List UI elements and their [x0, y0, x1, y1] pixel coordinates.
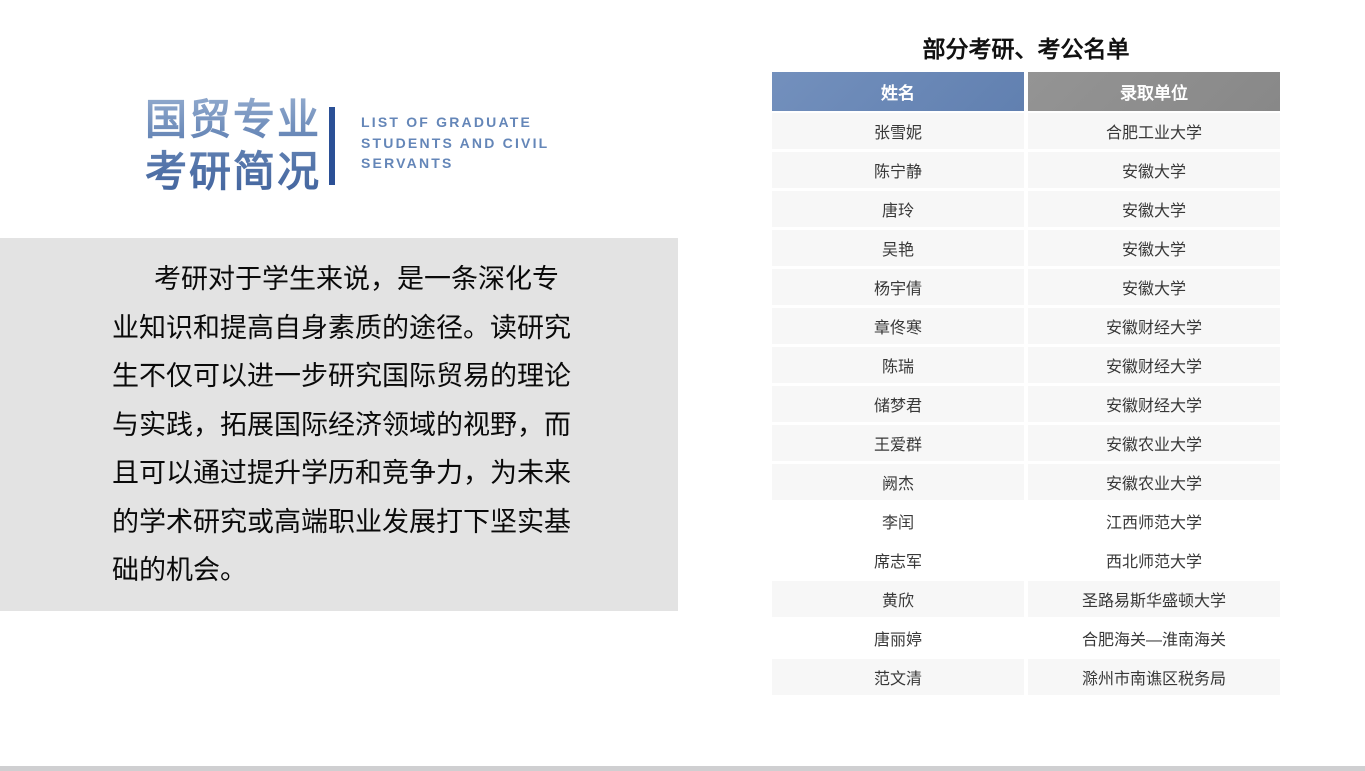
table-row: 张雪妮 合肥工业大学: [772, 113, 1280, 152]
unit-cell: 安徽财经大学: [1028, 386, 1280, 425]
table-row: 王爱群 安徽农业大学: [772, 425, 1280, 464]
unit-cell: 滁州市南谯区税务局: [1028, 659, 1280, 698]
name-cell: 陈宁静: [772, 152, 1024, 191]
unit-cell: 安徽大学: [1028, 152, 1280, 191]
name-cell: 李闰: [772, 503, 1024, 542]
table-row: 章佟寒 安徽财经大学: [772, 308, 1280, 347]
name-cell: 范文清: [772, 659, 1024, 698]
table-body: 张雪妮 合肥工业大学 陈宁静 安徽大学 唐玲 安徽大学 吴艳 安徽大学 杨宇倩 安徽大学 章佟寒 安徽…: [772, 113, 1280, 698]
unit-cell: 安徽财经大学: [1028, 347, 1280, 386]
table-row: 陈瑞 安徽财经大学: [772, 347, 1280, 386]
unit-cell: 安徽大学: [1028, 269, 1280, 308]
name-cell: 阙杰: [772, 464, 1024, 503]
table-row: 吴艳 安徽大学: [772, 230, 1280, 269]
table-row: 黄欣 圣路易斯华盛顿大学: [772, 581, 1280, 620]
table-row: 席志军 西北师范大学: [772, 542, 1280, 581]
intro-paragraph: 考研对于学生来说，是一条深化专 业知识和提高自身素质的途径。读研究 生不仅可以进…: [112, 264, 571, 585]
subtitle-en: LIST OF GRADUATE STUDENTS AND CIVIL SERV…: [361, 114, 550, 171]
unit-cell: 江西师范大学: [1028, 503, 1280, 542]
unit-cell: 西北师范大学: [1028, 542, 1280, 581]
unit-cell: 安徽大学: [1028, 191, 1280, 230]
name-cell: 唐玲: [772, 191, 1024, 230]
unit-cell: 合肥海关—淮南海关: [1028, 620, 1280, 659]
table-title: 部分考研、考公名单: [922, 36, 1130, 62]
table-row: 杨宇倩 安徽大学: [772, 269, 1280, 308]
table-row: 陈宁静 安徽大学: [772, 152, 1280, 191]
unit-cell: 合肥工业大学: [1028, 113, 1280, 152]
name-cell: 张雪妮: [772, 113, 1024, 152]
name-cell: 唐丽婷: [772, 620, 1024, 659]
table-row: 范文清 滁州市南谯区税务局: [772, 659, 1280, 698]
unit-cell: 安徽农业大学: [1028, 464, 1280, 503]
name-cell: 陈瑞: [772, 347, 1024, 386]
name-cell: 杨宇倩: [772, 269, 1024, 308]
table-row: 李闰 江西师范大学: [772, 503, 1280, 542]
unit-cell: 安徽财经大学: [1028, 308, 1280, 347]
name-cell: 王爱群: [772, 425, 1024, 464]
name-cell: 席志军: [772, 542, 1024, 581]
name-cell: 储梦君: [772, 386, 1024, 425]
unit-cell: 圣路易斯华盛顿大学: [1028, 581, 1280, 620]
bottom-bar: [0, 766, 1365, 771]
name-cell: 章佟寒: [772, 308, 1024, 347]
roster-table: 姓名 录取单位 张雪妮 合肥工业大学 陈宁静 安徽大学 唐玲 安徽大学 吴艳 安徽大学 杨宇倩安…: [772, 72, 1280, 698]
main-title: 国贸专业 考研简况: [145, 94, 321, 198]
table-row: 唐丽婷 合肥海关—淮南海关: [772, 620, 1280, 659]
unit-cell: 安徽大学: [1028, 230, 1280, 269]
table-row: 阙杰 安徽农业大学: [772, 464, 1280, 503]
table-row: 唐玲 安徽大学: [772, 191, 1280, 230]
table-row: 储梦君 安徽财经大学: [772, 386, 1280, 425]
table-header: 姓名 录取单位: [772, 72, 1280, 113]
header-cell-unit: 录取单位: [1028, 72, 1280, 111]
unit-cell: 安徽农业大学: [1028, 425, 1280, 464]
name-cell: 黄欣: [772, 581, 1024, 620]
name-cell: 吴艳: [772, 230, 1024, 269]
header-cell-name: 姓名: [772, 72, 1024, 111]
title-divider: [329, 107, 335, 185]
intro-panel: 考研对于学生来说，是一条深化专 业知识和提高自身素质的途径。读研究 生不仅可以进…: [0, 238, 678, 611]
